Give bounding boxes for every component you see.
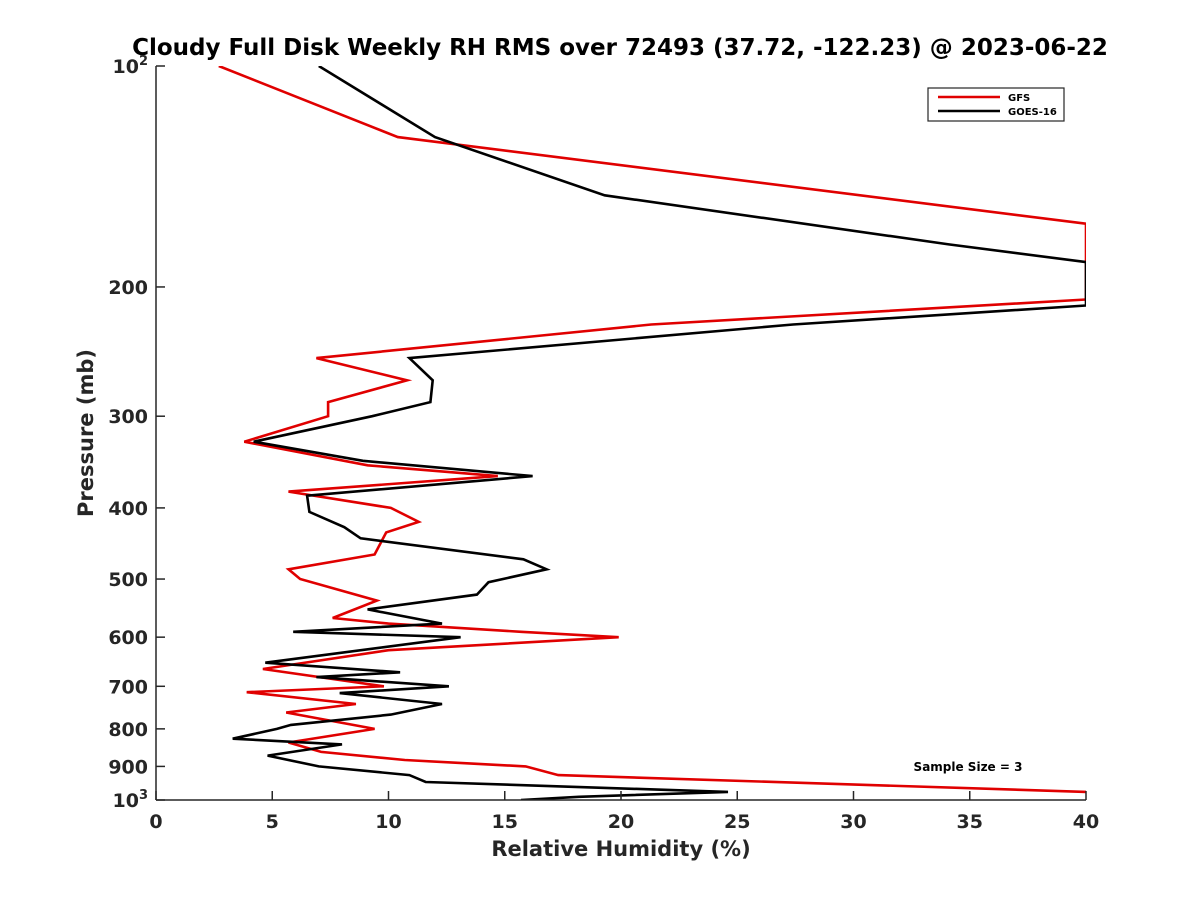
y-tick-label: 102 — [113, 54, 149, 78]
x-tick-label: 30 — [840, 811, 866, 833]
x-tick-label: 5 — [266, 811, 279, 833]
x-axis-label: Relative Humidity (%) — [491, 837, 750, 861]
x-tick-label: 15 — [492, 811, 518, 833]
x-tick-label: 20 — [608, 811, 634, 833]
y-tick-label: 400 — [108, 498, 148, 520]
y-tick-label: 500 — [108, 569, 148, 591]
legend: GFS GOES-16 — [927, 87, 1065, 122]
sample-size-annotation: Sample Size = 3 — [914, 760, 1023, 774]
y-tick-label: 600 — [108, 627, 148, 649]
y-tick-label: 300 — [108, 406, 148, 428]
legend-box — [927, 87, 1065, 122]
x-tick-label: 35 — [957, 811, 983, 833]
x-tick-label: 10 — [375, 811, 401, 833]
y-tick-label: 800 — [108, 719, 148, 741]
legend-label: GFS — [1008, 93, 1030, 104]
x-tick-label: 40 — [1073, 811, 1099, 833]
legend-label: GOES-16 — [1008, 107, 1057, 118]
y-axis-label: Pressure (mb) — [74, 349, 98, 517]
x-tick-label: 25 — [724, 811, 750, 833]
series-line-gfs — [218, 66, 1086, 794]
y-tick-label: 700 — [108, 676, 148, 698]
y-tick-label: 900 — [108, 756, 148, 778]
chart-title: Cloudy Full Disk Weekly RH RMS over 7249… — [132, 35, 1108, 61]
plot-area: 0 5 10 15 20 25 30 35 40 102 200 300 400 500 600 700 800… — [108, 54, 1099, 833]
y-tick-label: 103 — [113, 788, 149, 812]
series-line-goes-16 — [232, 66, 1086, 800]
y-tick-label: 200 — [108, 277, 148, 299]
x-tick-label: 0 — [149, 811, 162, 833]
